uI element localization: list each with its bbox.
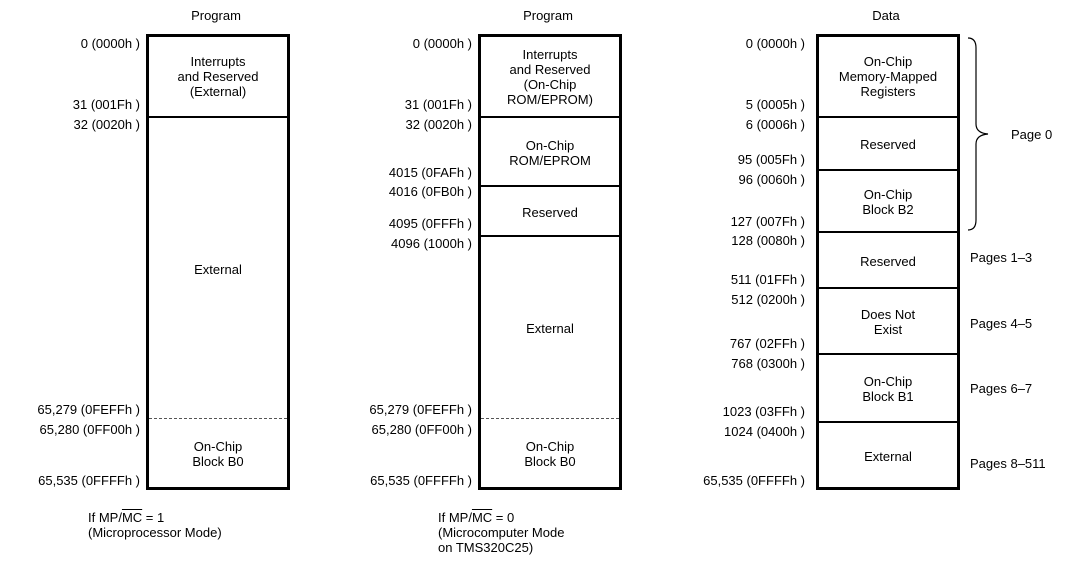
address-label: 65,535 (0FFFFh ) bbox=[38, 473, 140, 488]
address-label: 512 (0200h ) bbox=[731, 292, 805, 307]
segment-reserved: Reserved bbox=[819, 231, 957, 289]
address-label: 1023 (03FFh ) bbox=[722, 404, 805, 419]
column-header-program-1: Program bbox=[191, 8, 241, 23]
address-label: 32 (0020h ) bbox=[405, 117, 473, 132]
program-memory-map-mp: Interrupts and Reserved (External) Exter… bbox=[146, 34, 290, 490]
caption-line2: (Microcomputer Mode bbox=[438, 525, 565, 540]
address-label: 65,280 (0FF00h ) bbox=[371, 422, 472, 437]
address-label: 128 (0080h ) bbox=[731, 233, 805, 248]
segment-onchip-block-b2: On-Chip Block B2 bbox=[819, 169, 957, 233]
address-label: 95 (005Fh ) bbox=[737, 152, 805, 167]
caption-suffix: = 0 bbox=[492, 510, 515, 525]
caption-prefix: If MP/ bbox=[438, 510, 472, 525]
address-label: 511 (01FFh ) bbox=[730, 272, 805, 287]
address-label: 4095 (0FFFh ) bbox=[388, 216, 472, 231]
address-label: 31 (001Fh ) bbox=[72, 97, 140, 112]
address-label: 4096 (1000h ) bbox=[391, 236, 472, 251]
segment-external: External bbox=[149, 116, 287, 420]
program-memory-map-mc: Interrupts and Reserved (On-Chip ROM/EPR… bbox=[478, 34, 622, 490]
address-label: 4016 (0FB0h ) bbox=[388, 184, 472, 199]
segment-interrupts-reserved-onchip: Interrupts and Reserved (On-Chip ROM/EPR… bbox=[507, 46, 593, 107]
column-header-data: Data bbox=[872, 8, 900, 23]
address-label: 0 (0000h ) bbox=[412, 36, 472, 51]
page-label: Pages 6–7 bbox=[970, 381, 1033, 396]
address-label: 31 (001Fh ) bbox=[404, 97, 472, 112]
page-label: Page 0 bbox=[1011, 127, 1053, 142]
address-label: 32 (0020h ) bbox=[73, 117, 141, 132]
caption-line2: (Microprocessor Mode) bbox=[88, 525, 222, 540]
caption-suffix: = 1 bbox=[142, 510, 165, 525]
page-0-brace bbox=[967, 37, 989, 231]
column-header-program-2: Program bbox=[523, 8, 573, 23]
caption-prefix: If MP/ bbox=[88, 510, 122, 525]
address-label: 6 (0006h ) bbox=[745, 117, 805, 132]
caption-overline: MC bbox=[471, 510, 493, 525]
address-label: 768 (0300h ) bbox=[731, 356, 805, 371]
address-label: 0 (0000h ) bbox=[80, 36, 140, 51]
segment-onchip-block-b0: On-Chip Block B0 bbox=[481, 418, 619, 488]
segment-onchip-rom-eprom: On-Chip ROM/EPROM bbox=[481, 116, 619, 187]
segment-external: External bbox=[481, 235, 619, 420]
mode-caption-mp: If MP/MC = 1 (Microprocessor Mode) bbox=[88, 510, 222, 540]
segment-reserved: Reserved bbox=[481, 185, 619, 237]
address-label: 127 (007Fh ) bbox=[730, 214, 805, 229]
segment-interrupts-reserved-external: Interrupts and Reserved (External) bbox=[177, 54, 259, 99]
address-label: 65,279 (0FEFFh ) bbox=[37, 402, 140, 417]
address-label: 0 (0000h ) bbox=[745, 36, 805, 51]
address-label: 96 (0060h ) bbox=[738, 172, 806, 187]
mode-caption-mc: If MP/MC = 0 (Microcomputer Mode on TMS3… bbox=[438, 510, 564, 555]
address-label: 1024 (0400h ) bbox=[724, 424, 805, 439]
caption-overline: MC bbox=[121, 510, 143, 525]
segment-onchip-block-b1: On-Chip Block B1 bbox=[819, 353, 957, 423]
address-label: 65,535 (0FFFFh ) bbox=[703, 473, 805, 488]
segment-onchip-block-b0: On-Chip Block B0 bbox=[149, 418, 287, 488]
segment-memory-mapped-registers: On-Chip Memory-Mapped Registers bbox=[838, 54, 938, 99]
segment-external: External bbox=[819, 421, 957, 489]
caption-line3: on TMS320C25) bbox=[438, 540, 534, 555]
page-label: Pages 1–3 bbox=[970, 250, 1033, 265]
data-memory-map: On-Chip Memory-Mapped Registers Reserved… bbox=[816, 34, 960, 490]
address-label: 4015 (0FAFh ) bbox=[388, 165, 472, 180]
segment-does-not-exist: Does Not Exist bbox=[819, 287, 957, 355]
address-label: 65,280 (0FF00h ) bbox=[39, 422, 140, 437]
address-label: 65,535 (0FFFFh ) bbox=[370, 473, 472, 488]
address-label: 767 (02FFh ) bbox=[729, 336, 805, 351]
address-label: 65,279 (0FEFFh ) bbox=[369, 402, 472, 417]
address-label: 5 (0005h ) bbox=[745, 97, 805, 112]
segment-reserved: Reserved bbox=[819, 116, 957, 171]
page-label: Pages 4–5 bbox=[970, 316, 1033, 331]
page-label: Pages 8–511 bbox=[970, 456, 1046, 471]
